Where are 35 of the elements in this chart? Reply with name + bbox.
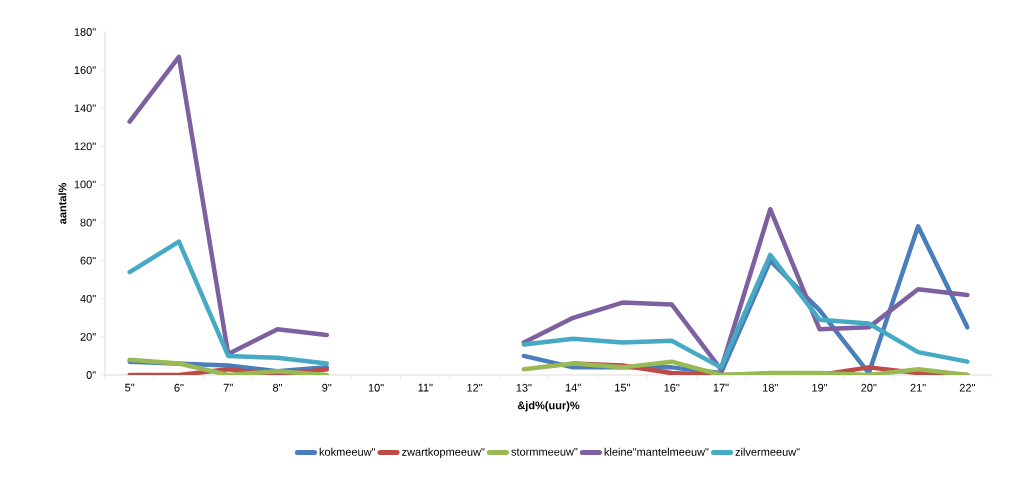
x-tick-label: 19" bbox=[812, 383, 828, 392]
x-tick-label: 16" bbox=[664, 383, 680, 392]
y-tick-label: 120" bbox=[74, 142, 96, 151]
y-axis-title: aantal% bbox=[58, 183, 67, 224]
x-tick-label: 9" bbox=[322, 383, 332, 392]
x-tick-label: 5" bbox=[125, 383, 135, 392]
legend-label: kleine"mantelmeeuw" bbox=[604, 447, 709, 456]
y-tick-label: 80" bbox=[80, 218, 96, 227]
x-tick-label: 10" bbox=[368, 383, 384, 392]
x-tick-label: 12" bbox=[467, 383, 483, 392]
legend-label: stormmeeuw" bbox=[511, 447, 578, 456]
y-tick-label: 40" bbox=[80, 294, 96, 303]
x-tick-label: 17" bbox=[713, 383, 729, 392]
y-tick-label: 160" bbox=[74, 66, 96, 74]
x-tick-label: 6" bbox=[174, 383, 184, 392]
x-tick-label: 14" bbox=[565, 383, 581, 392]
x-tick-label: 21" bbox=[910, 383, 926, 392]
x-tick-label: 15" bbox=[615, 383, 631, 392]
y-tick-label: 0" bbox=[86, 371, 96, 379]
y-tick-label: 60" bbox=[80, 256, 96, 265]
x-tick-label: 18" bbox=[763, 383, 778, 392]
legend-label: zilvermeeuw" bbox=[735, 447, 800, 456]
x-axis-title: &jd%(uur)% bbox=[517, 401, 580, 412]
x-tick-label: 13" bbox=[516, 383, 532, 392]
legend-label: zwartkopmeeuw" bbox=[402, 447, 485, 459]
y-tick-label: 100" bbox=[74, 180, 96, 189]
x-tick-label: 11" bbox=[418, 383, 433, 392]
y-tick-label: 20" bbox=[80, 332, 96, 341]
y-tick-label: 180" bbox=[74, 28, 96, 36]
x-tick-label: 7" bbox=[223, 383, 233, 392]
x-tick-label: 20" bbox=[861, 383, 877, 392]
x-tick-label: 8" bbox=[272, 383, 283, 392]
x-tick-label: 22" bbox=[959, 383, 975, 392]
y-tick-label: 140" bbox=[74, 104, 96, 113]
legend-label: kokmeeuw" bbox=[319, 447, 376, 456]
